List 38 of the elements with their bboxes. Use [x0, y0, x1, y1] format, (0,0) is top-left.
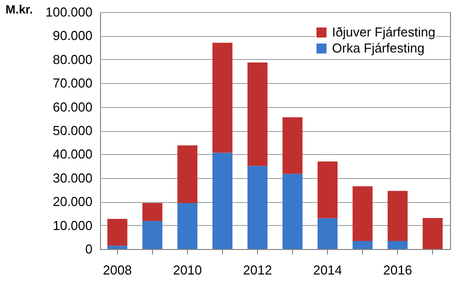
y-tick-label: 50.000: [52, 123, 92, 138]
legend-label: Orka Fjárfesting: [332, 40, 424, 56]
x-tick-label: 2008: [102, 262, 132, 278]
bar: [177, 145, 198, 204]
y-tick-label: 80.000: [52, 52, 92, 67]
bar: [142, 203, 162, 222]
bar: [212, 152, 232, 249]
bar: [388, 240, 408, 249]
bar: [247, 166, 268, 249]
y-axis-title: M.kr.: [6, 2, 33, 16]
bar: [107, 246, 128, 249]
y-tick-label: 10.000: [52, 218, 92, 233]
x-tick-label: 2012: [243, 262, 272, 278]
x-tick-label: 2014: [313, 262, 342, 278]
bar: [142, 221, 162, 249]
bar: [107, 218, 128, 246]
y-tick-label: 20.000: [52, 194, 92, 210]
legend-label: Iðjuver Fjárfesting: [332, 24, 436, 40]
y-tick-label: 40.000: [52, 146, 92, 162]
y-tick-label: 70.000: [52, 76, 92, 91]
bar: [318, 162, 338, 218]
x-tick-label: 2016: [383, 262, 412, 278]
y-tick-label: 90.000: [52, 28, 92, 44]
y-tick-label: 100.000: [46, 4, 92, 20]
bar: [422, 218, 443, 249]
bar: [282, 117, 303, 174]
y-tick-label: 60.000: [52, 99, 92, 114]
bar: [352, 240, 373, 249]
bar: [247, 62, 268, 166]
y-tick-label: 30.000: [52, 170, 92, 186]
bar: [318, 218, 338, 249]
y-tick-label: 0: [85, 242, 92, 256]
bar: [352, 186, 373, 241]
bar: [212, 42, 232, 153]
bar: [177, 203, 198, 249]
x-tick-label: 2010: [172, 262, 202, 278]
bar: [282, 174, 303, 249]
bar: [388, 190, 408, 241]
